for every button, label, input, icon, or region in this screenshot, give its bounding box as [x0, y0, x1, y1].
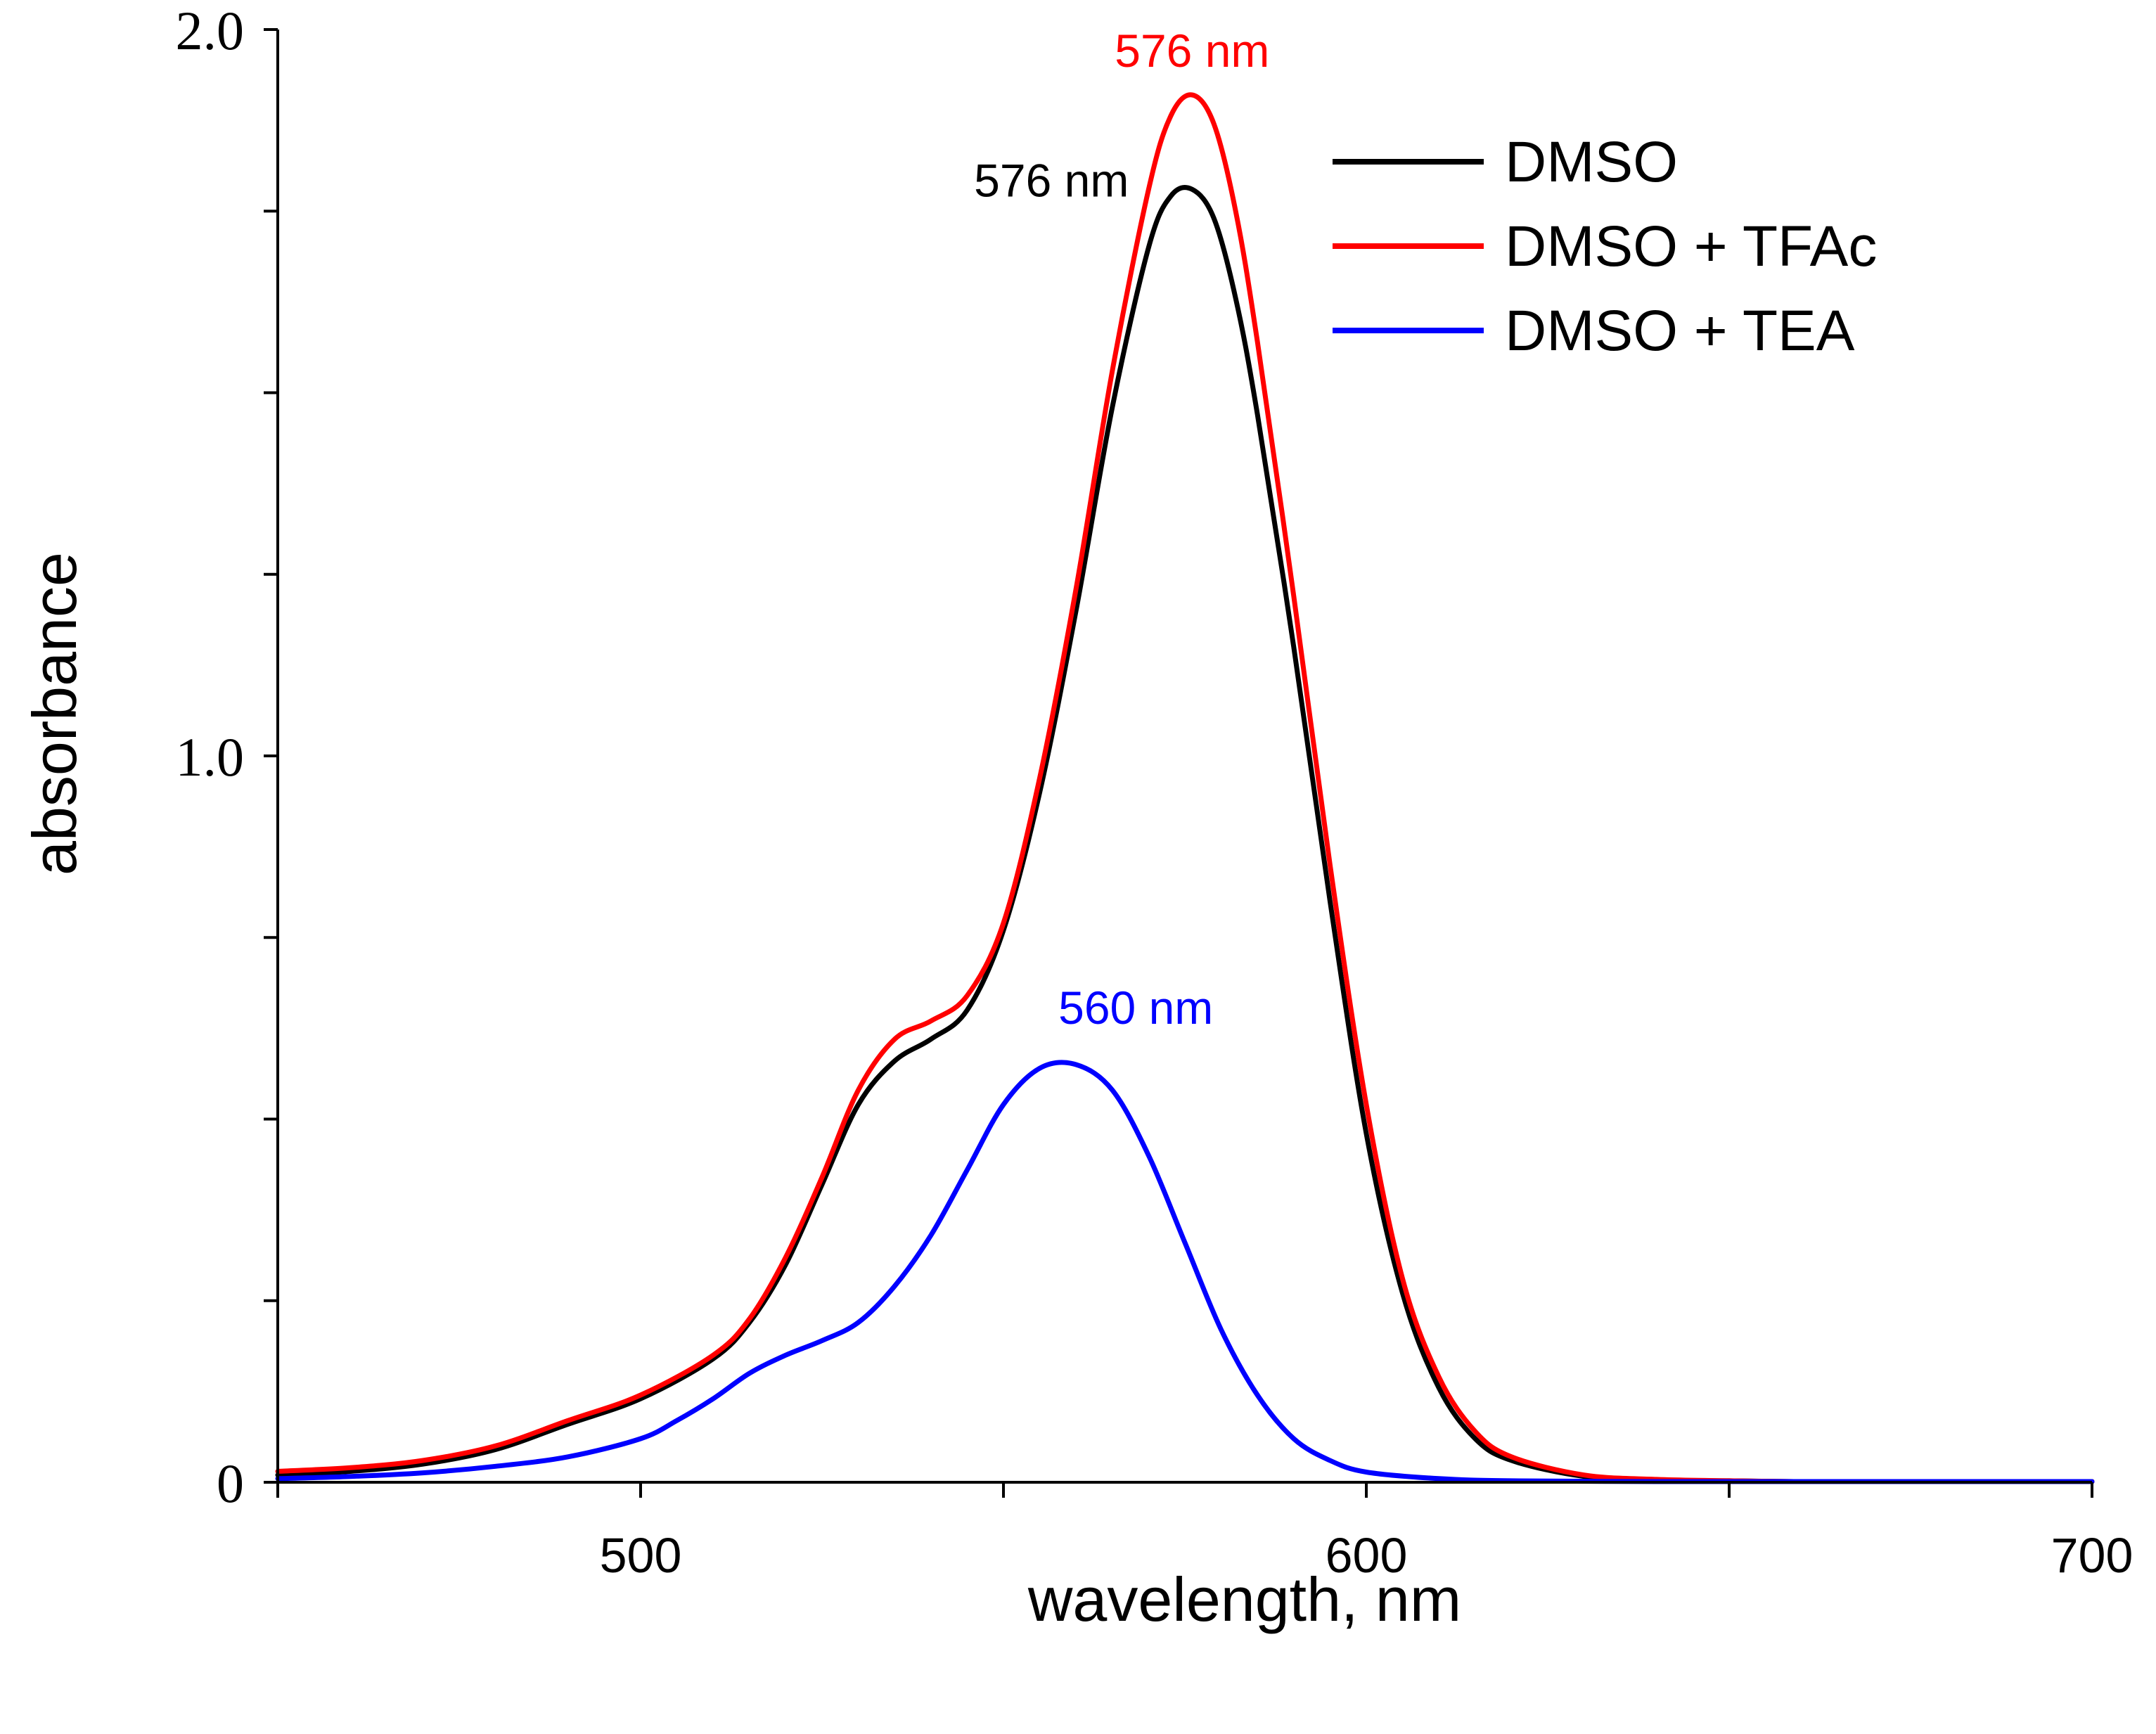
series-layer — [275, 92, 2095, 1484]
y-ticks: 0 1.0 2.0 — [176, 0, 278, 1514]
x-ticks: 500 600 700 — [276, 1482, 2133, 1583]
series-line-dmso-tea — [275, 1060, 2095, 1484]
y-tick-label: 2.0 — [176, 0, 245, 61]
legend-label: DMSO + TEA — [1505, 299, 1855, 363]
series-line-dmso — [275, 185, 2095, 1484]
axes: 500 600 700 0 1.0 2.0 — [176, 0, 2133, 1583]
x-tick-label: 500 — [600, 1528, 682, 1583]
legend-label: DMSO + TFAc — [1505, 214, 1877, 278]
y-tick-label: 1.0 — [176, 726, 245, 788]
y-tick-label: 0 — [217, 1453, 244, 1514]
series-line-dmso-tfac — [275, 92, 2095, 1484]
peak-annotation: 576 nm — [974, 154, 1129, 206]
x-tick-label: 700 — [2051, 1528, 2133, 1583]
labels: wavelength, nm absorbance — [20, 552, 1461, 1634]
peak-annotation: 576 nm — [1115, 25, 1269, 77]
legend: DMSO DMSO + TFAc DMSO + TEA — [1333, 130, 1877, 363]
x-tick-label: 600 — [1326, 1528, 1408, 1583]
y-axis-label: absorbance — [20, 552, 89, 875]
peak-annotation: 560 nm — [1058, 982, 1213, 1034]
legend-label: DMSO — [1505, 130, 1678, 194]
x-axis-label: wavelength, nm — [1027, 1565, 1461, 1634]
peak-annotations: 576 nm 576 nm 560 nm — [974, 25, 1269, 1034]
